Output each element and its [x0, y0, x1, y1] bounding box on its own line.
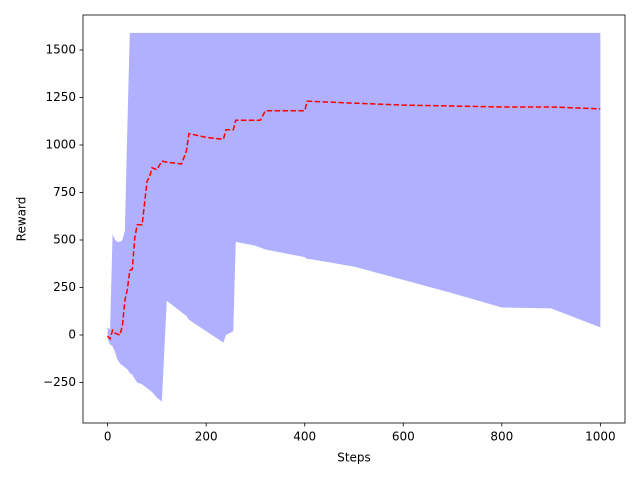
x-tick-label: 600: [392, 430, 415, 444]
y-axis-label: Reward: [15, 197, 29, 242]
y-tick-label: 1000: [45, 137, 76, 151]
plot-frame: [82, 14, 626, 424]
x-tick-label: 200: [195, 430, 218, 444]
y-tick-label: 500: [53, 232, 76, 246]
x-axis-label: Steps: [337, 451, 371, 465]
y-tick-label: 1250: [45, 90, 76, 104]
y-tick-label: 250: [53, 280, 76, 294]
y-tick-label: 750: [53, 185, 76, 199]
x-tick-label: 400: [293, 430, 316, 444]
mean-line: [107, 100, 601, 341]
x-tick-label: 1000: [585, 430, 616, 444]
x-tick-label: 0: [104, 430, 112, 444]
y-tick-label: 1500: [45, 42, 76, 56]
x-tick-label: 800: [490, 430, 513, 444]
y-tick-label: −250: [43, 375, 76, 389]
band-area: [107, 32, 601, 402]
y-tick-label: 0: [68, 328, 76, 342]
